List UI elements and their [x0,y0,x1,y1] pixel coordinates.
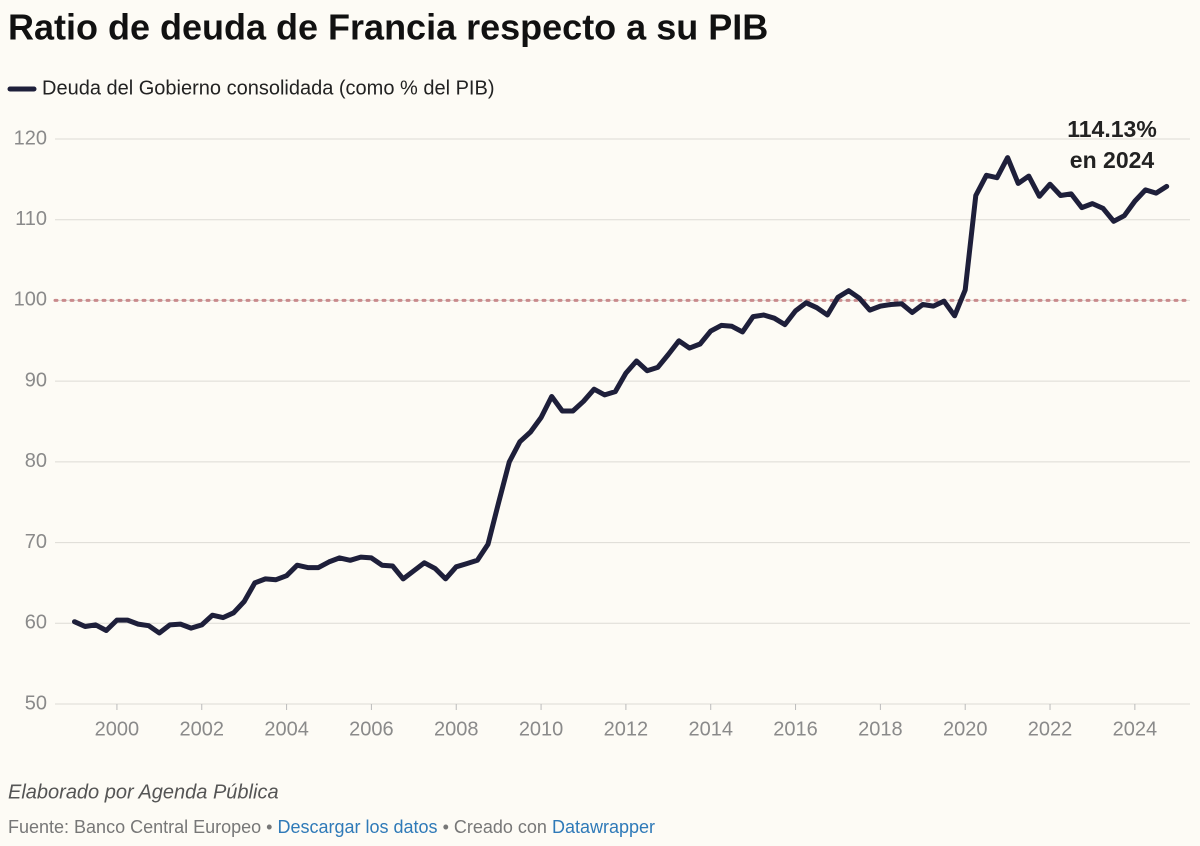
footer: Fuente: Banco Central Europeo • Descarga… [8,817,655,837]
x-tick-label: 2010 [519,718,564,740]
made-with: • Creado con [443,817,547,837]
y-tick-label: 70 [25,531,47,553]
x-tick-label: 2018 [858,718,903,740]
x-tick-label: 2014 [688,718,733,740]
y-tick-label: 110 [15,208,47,230]
tool-link[interactable]: Datawrapper [552,817,655,837]
y-tick-label: 50 [25,692,47,714]
annotation: 114.13% [1067,116,1157,142]
y-tick-label: 90 [25,369,47,391]
x-tick-label: 2012 [604,718,649,740]
download-link[interactable]: Descargar los datos [277,817,437,837]
x-tick-label: 2024 [1113,718,1158,740]
chart-title: Ratio de deuda de Francia respecto a su … [8,7,768,48]
line-series [72,155,1170,636]
legend-label: Deuda del Gobierno consolidada (como % d… [42,77,494,99]
y-tick-label: 80 [25,450,47,472]
x-tick-label: 2002 [180,718,225,740]
x-tick-label: 2000 [95,718,140,740]
x-tick-label: 2004 [264,718,309,740]
annotation: en 2024 [1070,147,1155,173]
x-tick-label: 2020 [943,718,988,740]
x-tick-label: 2022 [1028,718,1073,740]
credit: Elaborado por Agenda Pública [8,781,279,803]
x-tick-label: 2006 [349,718,394,740]
y-tick-label: 60 [25,612,47,634]
y-tick-label: 120 [14,127,47,149]
x-tick-label: 2008 [434,718,479,740]
y-tick-label: 100 [14,289,47,311]
x-tick-label: 2016 [773,718,818,740]
source: Fuente: Banco Central Europeo • [8,817,272,837]
